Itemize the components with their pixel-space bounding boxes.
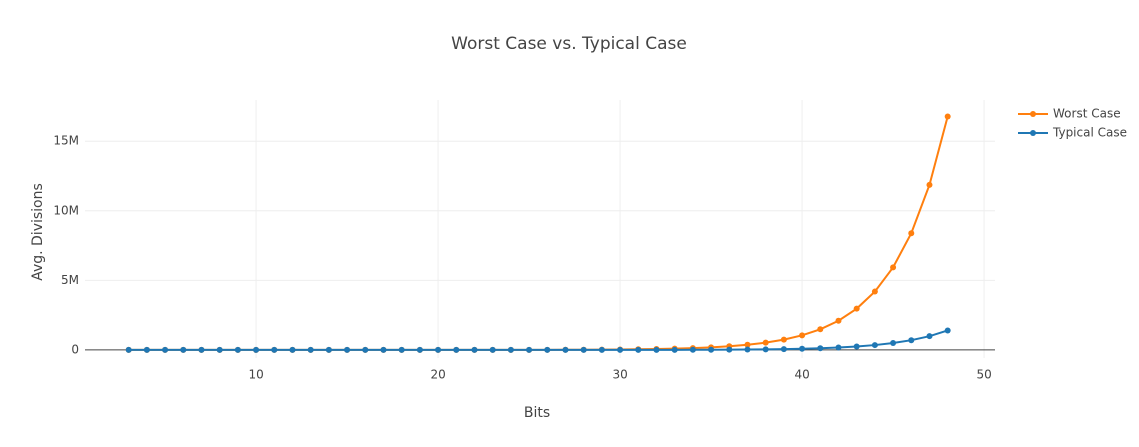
series-line <box>128 329 948 351</box>
point <box>325 346 332 353</box>
x-tick-label: 10 <box>248 368 263 382</box>
point <box>835 317 842 324</box>
y-tick-label: 10M <box>53 203 79 217</box>
point <box>926 333 933 340</box>
point <box>908 230 915 237</box>
point <box>253 346 260 353</box>
point <box>890 340 897 347</box>
point <box>435 346 442 353</box>
legend-label: Worst Case <box>1053 107 1121 121</box>
point <box>871 288 878 295</box>
point <box>271 346 278 353</box>
point <box>744 341 751 348</box>
point <box>580 346 587 353</box>
point <box>307 346 314 353</box>
y-tick-label: 15M <box>53 134 79 148</box>
legend: Worst Case Typical Case <box>1018 107 1127 140</box>
point <box>835 344 842 351</box>
legend-marker <box>1030 130 1036 136</box>
point <box>198 346 205 353</box>
point <box>726 346 733 353</box>
y-axis-title: Avg. Divisions <box>30 183 46 281</box>
point <box>762 346 769 353</box>
point <box>453 346 460 353</box>
point <box>125 346 132 353</box>
point <box>362 346 369 353</box>
point <box>926 181 933 188</box>
point <box>143 346 150 353</box>
chart-title: Worst Case vs. Typical Case <box>451 34 687 54</box>
point <box>653 346 660 353</box>
point <box>398 346 405 353</box>
point <box>708 346 715 353</box>
point <box>817 345 824 352</box>
y-tick-label: 0 <box>71 342 79 356</box>
point <box>890 264 897 271</box>
point <box>744 346 751 353</box>
point <box>853 305 860 312</box>
x-tick-label: 20 <box>430 368 445 382</box>
y-tick-label: 5M <box>61 273 79 287</box>
point <box>817 326 824 333</box>
point <box>544 346 551 353</box>
point <box>162 346 169 353</box>
x-tick-label: 40 <box>794 368 809 382</box>
point <box>489 346 496 353</box>
point <box>562 346 569 353</box>
point <box>416 346 423 353</box>
point <box>689 346 696 353</box>
x-tick-label: 30 <box>612 368 627 382</box>
point <box>598 346 605 353</box>
point <box>944 113 951 120</box>
point <box>853 343 860 350</box>
point <box>526 346 533 353</box>
point <box>234 346 241 353</box>
point <box>799 332 806 339</box>
point <box>908 337 915 344</box>
point <box>471 346 478 353</box>
point <box>507 346 514 353</box>
point <box>944 327 951 334</box>
point <box>289 346 296 353</box>
point <box>871 342 878 349</box>
legend-marker <box>1030 111 1036 117</box>
x-tick-label: 50 <box>976 368 991 382</box>
point <box>617 346 624 353</box>
point <box>180 346 187 353</box>
plot-area <box>125 113 951 353</box>
point <box>635 346 642 353</box>
point <box>780 346 787 353</box>
point <box>671 346 678 353</box>
point <box>380 346 387 353</box>
point <box>780 336 787 343</box>
grid: 10 20 30 40 50 0 5M 10M 15M <box>53 100 995 382</box>
point <box>799 345 806 352</box>
point <box>216 346 223 353</box>
legend-label: Typical Case <box>1052 126 1127 140</box>
series-line <box>128 116 949 351</box>
point <box>344 346 351 353</box>
x-axis-title: Bits <box>524 405 550 421</box>
point <box>762 339 769 346</box>
